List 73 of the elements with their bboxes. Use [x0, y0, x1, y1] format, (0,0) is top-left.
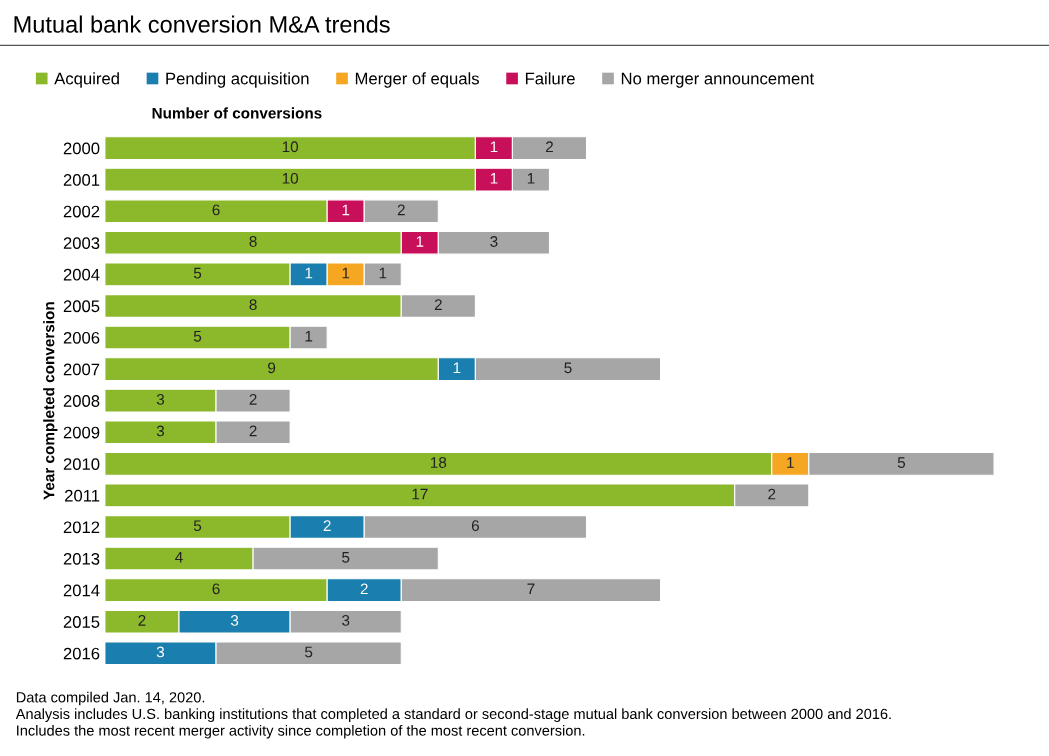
y-tick-label: 2003	[63, 237, 100, 250]
data-label: 5	[342, 551, 350, 563]
data-label: 2	[323, 520, 331, 531]
data-label: 1	[490, 173, 498, 184]
y-tick-label: 2012	[63, 521, 100, 534]
data-label: 17	[412, 488, 428, 500]
y-tick-label: 2016	[63, 647, 100, 660]
y-tick-label: 2015	[63, 616, 100, 628]
data-label: 6	[212, 204, 220, 216]
data-label: 5	[193, 520, 202, 532]
data-label: 1	[416, 236, 424, 247]
y-tick-label: 2000	[63, 142, 100, 155]
data-label: 1	[787, 457, 794, 468]
data-label: 1	[379, 267, 387, 279]
chart-title: Mutual bank conversion M&A trends	[14, 15, 390, 33]
data-label: 8	[249, 236, 257, 247]
data-label: 2	[249, 393, 257, 405]
y-tick-label: 2011	[65, 489, 100, 502]
data-label: 5	[193, 267, 202, 279]
data-label: 6	[471, 520, 479, 532]
data-label: 3	[156, 646, 165, 658]
data-label: 8	[249, 299, 257, 311]
data-label: 5	[897, 457, 906, 468]
data-label: 1	[305, 330, 313, 342]
text: Analysis includes U.S. banking institutions that completed a standard or second-stage mutual bank conversion between 2000 and 2016.	[15, 708, 891, 722]
data-label: 5	[564, 362, 572, 374]
data-label: 3	[490, 236, 498, 247]
y-tick-label: 2007	[63, 363, 100, 376]
data-label: 10	[282, 172, 299, 184]
data-label: 3	[156, 425, 165, 437]
y-axis-title: Year completed conversion	[43, 302, 58, 500]
data-label: 1	[342, 267, 350, 279]
data-label: 18	[431, 457, 447, 468]
legend-label: Pending acquisition	[166, 72, 309, 88]
data-label: 5	[305, 646, 313, 658]
x-axis-title: Number of conversions	[152, 107, 322, 119]
data-label: 2	[397, 204, 405, 216]
y-tick-label: 2010	[63, 458, 100, 471]
data-label: 1	[527, 173, 535, 184]
data-label: 2	[360, 583, 368, 595]
data-label: 2	[138, 614, 146, 626]
data-label: 3	[156, 393, 165, 405]
legend-label: No merger announcement	[621, 72, 815, 88]
y-tick-label: 2006	[63, 331, 100, 344]
y-tick-label: 2013	[63, 552, 100, 565]
data-label: 1	[305, 267, 313, 279]
data-label: 2	[768, 488, 776, 500]
data-label: 7	[527, 583, 535, 595]
data-label: 4	[175, 551, 183, 563]
legend-label: Failure	[525, 72, 575, 85]
data-label: 5	[193, 330, 202, 342]
legend-label: Merger of equals	[355, 72, 479, 88]
y-tick-label: 2004	[63, 268, 100, 281]
text: Data compiled Jan. 14, 2020.	[16, 691, 205, 706]
data-label: 1	[490, 141, 498, 153]
y-tick-label: 2008	[63, 395, 100, 407]
data-label: 1	[342, 204, 350, 216]
data-label: 3	[342, 614, 350, 626]
y-tick-label: 2014	[63, 584, 100, 597]
data-label: 9	[268, 362, 276, 374]
legend-label: Acquired	[54, 72, 119, 88]
data-label: 10	[282, 141, 299, 153]
y-tick-label: 2005	[63, 300, 100, 313]
data-label: 1	[453, 362, 461, 374]
text: Includes the most recent merger activity since completion of the most recent conversion.	[17, 725, 585, 739]
data-label: 2	[434, 299, 442, 310]
data-label: 6	[212, 583, 220, 595]
data-label: 2	[546, 141, 553, 153]
y-tick-label: 2002	[63, 205, 100, 218]
data-label: 2	[249, 425, 257, 437]
y-tick-label: 2009	[63, 426, 100, 439]
y-tick-label: 2001	[63, 174, 100, 186]
data-label: 3	[230, 614, 239, 626]
